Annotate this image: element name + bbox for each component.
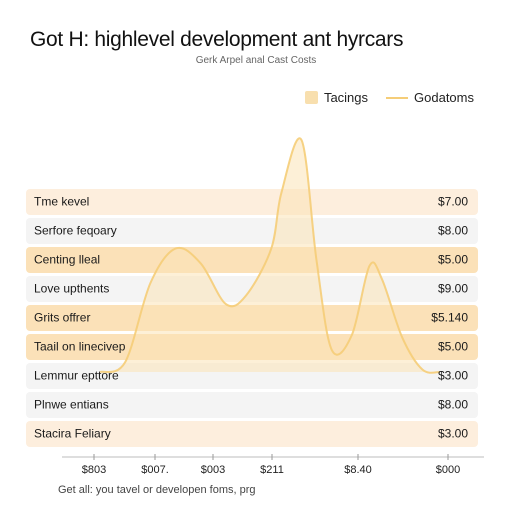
row-band bbox=[26, 218, 478, 244]
legend-item-area[interactable]: Tacings bbox=[304, 90, 369, 105]
row-label: Taail on linecivep bbox=[34, 340, 126, 354]
row-value: $5.140 bbox=[431, 311, 468, 325]
legend-label: Godatoms bbox=[414, 90, 474, 105]
row-band bbox=[26, 247, 478, 273]
legend: Tacings Godatoms bbox=[304, 90, 474, 105]
chart-subtitle: Gerk Arpel anal Cast Costs bbox=[195, 55, 317, 66]
row-band bbox=[26, 189, 478, 215]
row-value: $8.00 bbox=[438, 398, 468, 412]
row-label: Plnwe entians bbox=[34, 398, 109, 412]
row-label: Lemmur epttore bbox=[34, 369, 119, 383]
row-value: $5.00 bbox=[438, 340, 468, 354]
row-label: Grits offrer bbox=[34, 311, 90, 325]
row-value: $3.00 bbox=[438, 369, 468, 383]
x-tick-label: $007. bbox=[141, 464, 169, 476]
row-label: Love upthents bbox=[34, 282, 109, 296]
legend-label: Tacings bbox=[323, 90, 369, 105]
x-tick-label: $003 bbox=[201, 464, 225, 476]
row-value: $5.00 bbox=[438, 253, 468, 267]
row-label: Serfore feqoary bbox=[34, 224, 117, 238]
row-value: $9.00 bbox=[438, 282, 468, 296]
row-label: Tme kevel bbox=[34, 195, 89, 209]
row-band bbox=[26, 421, 478, 447]
x-tick-label: $211 bbox=[260, 464, 284, 476]
x-tick-label: $8.40 bbox=[344, 464, 372, 476]
series-area bbox=[100, 138, 440, 373]
x-tick-label: $803 bbox=[82, 464, 106, 476]
legend-area-swatch-icon bbox=[304, 91, 318, 104]
footnote: Get all: you tavel or developen foms, pr… bbox=[58, 484, 256, 496]
legend-line-swatch-icon bbox=[386, 96, 409, 99]
row-value: $3.00 bbox=[438, 427, 468, 441]
row-label: Stacira Feliary bbox=[34, 427, 111, 441]
x-tick-label: $000 bbox=[436, 464, 460, 476]
legend-item-line[interactable]: Godatoms bbox=[386, 90, 474, 105]
row-value: $7.00 bbox=[438, 195, 468, 209]
series-line bbox=[99, 137, 441, 374]
row-label: Centing lleal bbox=[34, 253, 100, 267]
row-band bbox=[26, 392, 478, 418]
chart-title: Got H: highlevel development ant hyrcars bbox=[30, 28, 404, 51]
row-value: $8.00 bbox=[438, 224, 468, 238]
